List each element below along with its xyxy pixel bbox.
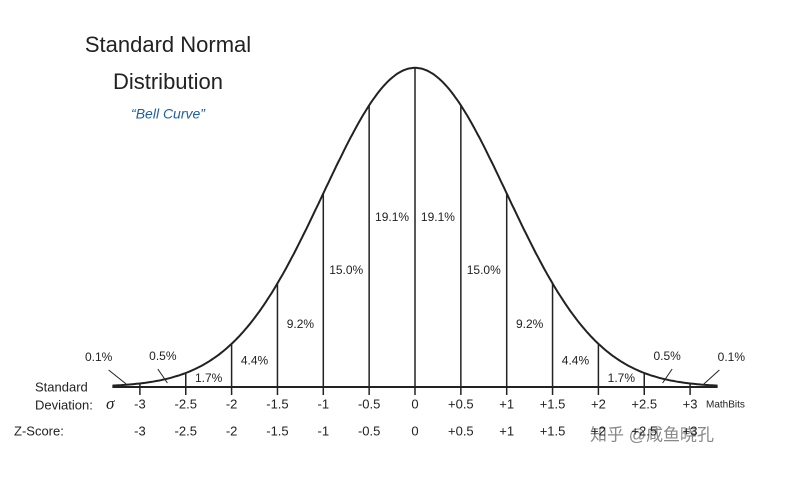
z-label: -2.5 [175, 423, 197, 438]
x-tick-label: +3 [683, 396, 698, 411]
z-label: -1 [318, 423, 330, 438]
leader [157, 368, 168, 384]
z-label: +0.5 [448, 423, 474, 438]
x-tick-label: -2 [226, 396, 238, 411]
z-label: +1.5 [540, 423, 566, 438]
row-label: Deviation: [35, 397, 93, 412]
value-label: 1.7% [195, 371, 223, 385]
x-tick-label: -2.5 [175, 396, 197, 411]
region [552, 283, 599, 387]
chart-title: Standard Normal [85, 32, 251, 57]
region [460, 105, 507, 388]
value-label: 19.1% [375, 210, 409, 224]
credit: MathBits [706, 400, 745, 411]
region [506, 193, 553, 387]
sigma: σ [106, 394, 115, 413]
z-label: -1.5 [266, 423, 288, 438]
z-label: +2.5 [631, 423, 657, 438]
value-label: 9.2% [287, 317, 315, 331]
x-tick-label: +1 [499, 396, 514, 411]
z-label: +2 [591, 423, 606, 438]
value-label: 4.4% [241, 353, 269, 367]
region [277, 193, 324, 387]
z-label: 0 [411, 423, 418, 438]
z-label: +3 [683, 423, 698, 438]
x-tick-label: -1 [318, 396, 330, 411]
x-tick-label: +2 [591, 396, 606, 411]
z-label: -2 [226, 423, 238, 438]
value-label: 0.5% [149, 349, 177, 363]
z-label: +1 [499, 423, 514, 438]
z-label: -3 [134, 423, 146, 438]
value-label: 19.1% [421, 210, 455, 224]
value-label: 15.0% [467, 263, 501, 277]
leader [703, 369, 720, 385]
region [415, 67, 461, 388]
x-tick-label: -1.5 [266, 396, 288, 411]
value-label: 0.1% [718, 350, 746, 364]
subtitle: “Bell Curve” [131, 106, 206, 122]
value-label: 0.5% [653, 349, 681, 363]
x-tick-label: +1.5 [540, 396, 566, 411]
row-label: Standard [35, 379, 88, 394]
x-tick-label: -3 [134, 396, 146, 411]
x-tick-label: +2.5 [631, 396, 657, 411]
value-label: 0.1% [85, 350, 113, 364]
region [369, 67, 415, 388]
row-label: Z-Score: [14, 423, 64, 438]
x-tick-label: 0 [411, 396, 418, 411]
bell-curve [112, 66, 718, 387]
leader [662, 368, 673, 384]
value-label: 1.7% [608, 371, 636, 385]
region [231, 283, 278, 387]
x-tick-label: -0.5 [358, 396, 380, 411]
value-label: 9.2% [516, 317, 544, 331]
watermark: 知乎 @咸鱼晓孔 [590, 425, 714, 444]
region [323, 105, 370, 388]
value-label: 4.4% [562, 353, 590, 367]
x-tick-label: +0.5 [448, 396, 474, 411]
z-label: -0.5 [358, 423, 380, 438]
value-label: 15.0% [329, 263, 363, 277]
leader [108, 369, 127, 385]
chart-title: Distribution [113, 69, 223, 94]
